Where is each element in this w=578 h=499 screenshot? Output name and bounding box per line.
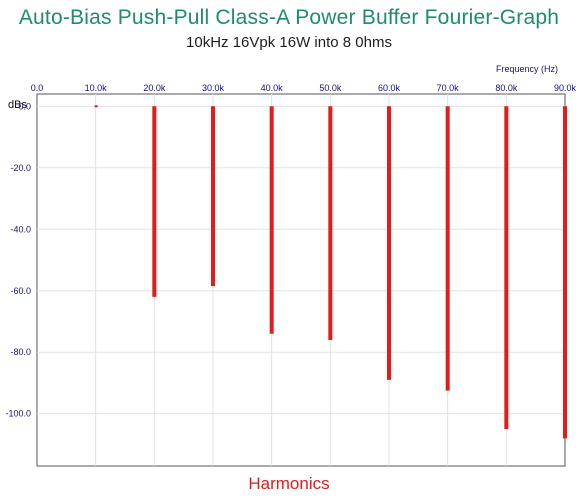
x-tick-label: 10.0k [85, 83, 108, 93]
y-tick-label: -40.0 [10, 224, 31, 234]
x-tick-label: 90.0k [554, 83, 577, 93]
x-tick-label: 0.0 [31, 83, 44, 93]
harmonics-label: Harmonics [248, 474, 330, 493]
y-tick-label: -80.0 [10, 347, 31, 357]
y-tick-label: -20.0 [10, 163, 31, 173]
x-axis-ticks: 0.0 10.0k 20.0k 30.0k 40.0k 50.0k 60.0k 70.0k 80… [31, 83, 577, 93]
y-tick-label: 0.0 [18, 101, 31, 111]
x-tick-label: 60.0k [378, 83, 401, 93]
x-tick-label: 70.0k [437, 83, 460, 93]
y-axis-label: dBs [8, 99, 27, 111]
x-tick-label: 50.0k [319, 83, 342, 93]
y-tick-label: -100.0 [5, 409, 31, 419]
y-tick-label: -60.0 [10, 286, 31, 296]
plot-area [36, 93, 566, 467]
harmonic-bars [94, 105, 567, 439]
x-tick-label: 20.0k [143, 83, 166, 93]
x-tick-label: 30.0k [202, 83, 225, 93]
y-axis-ticks: 0.0 -20.0 -40.0 -60.0 -80.0 -100.0 [5, 101, 31, 418]
grid-lines [37, 94, 565, 466]
x-tick-label: 80.0k [495, 83, 518, 93]
x-axis-label: Frequency (Hz) [495, 64, 558, 74]
chart-title: Auto-Bias Push-Pull Class-A Power Buffer… [18, 6, 560, 29]
chart-subtitle: 10kHz 16Vpk 16W into 8 0hms [186, 34, 392, 51]
x-tick-label: 40.0k [261, 83, 284, 93]
